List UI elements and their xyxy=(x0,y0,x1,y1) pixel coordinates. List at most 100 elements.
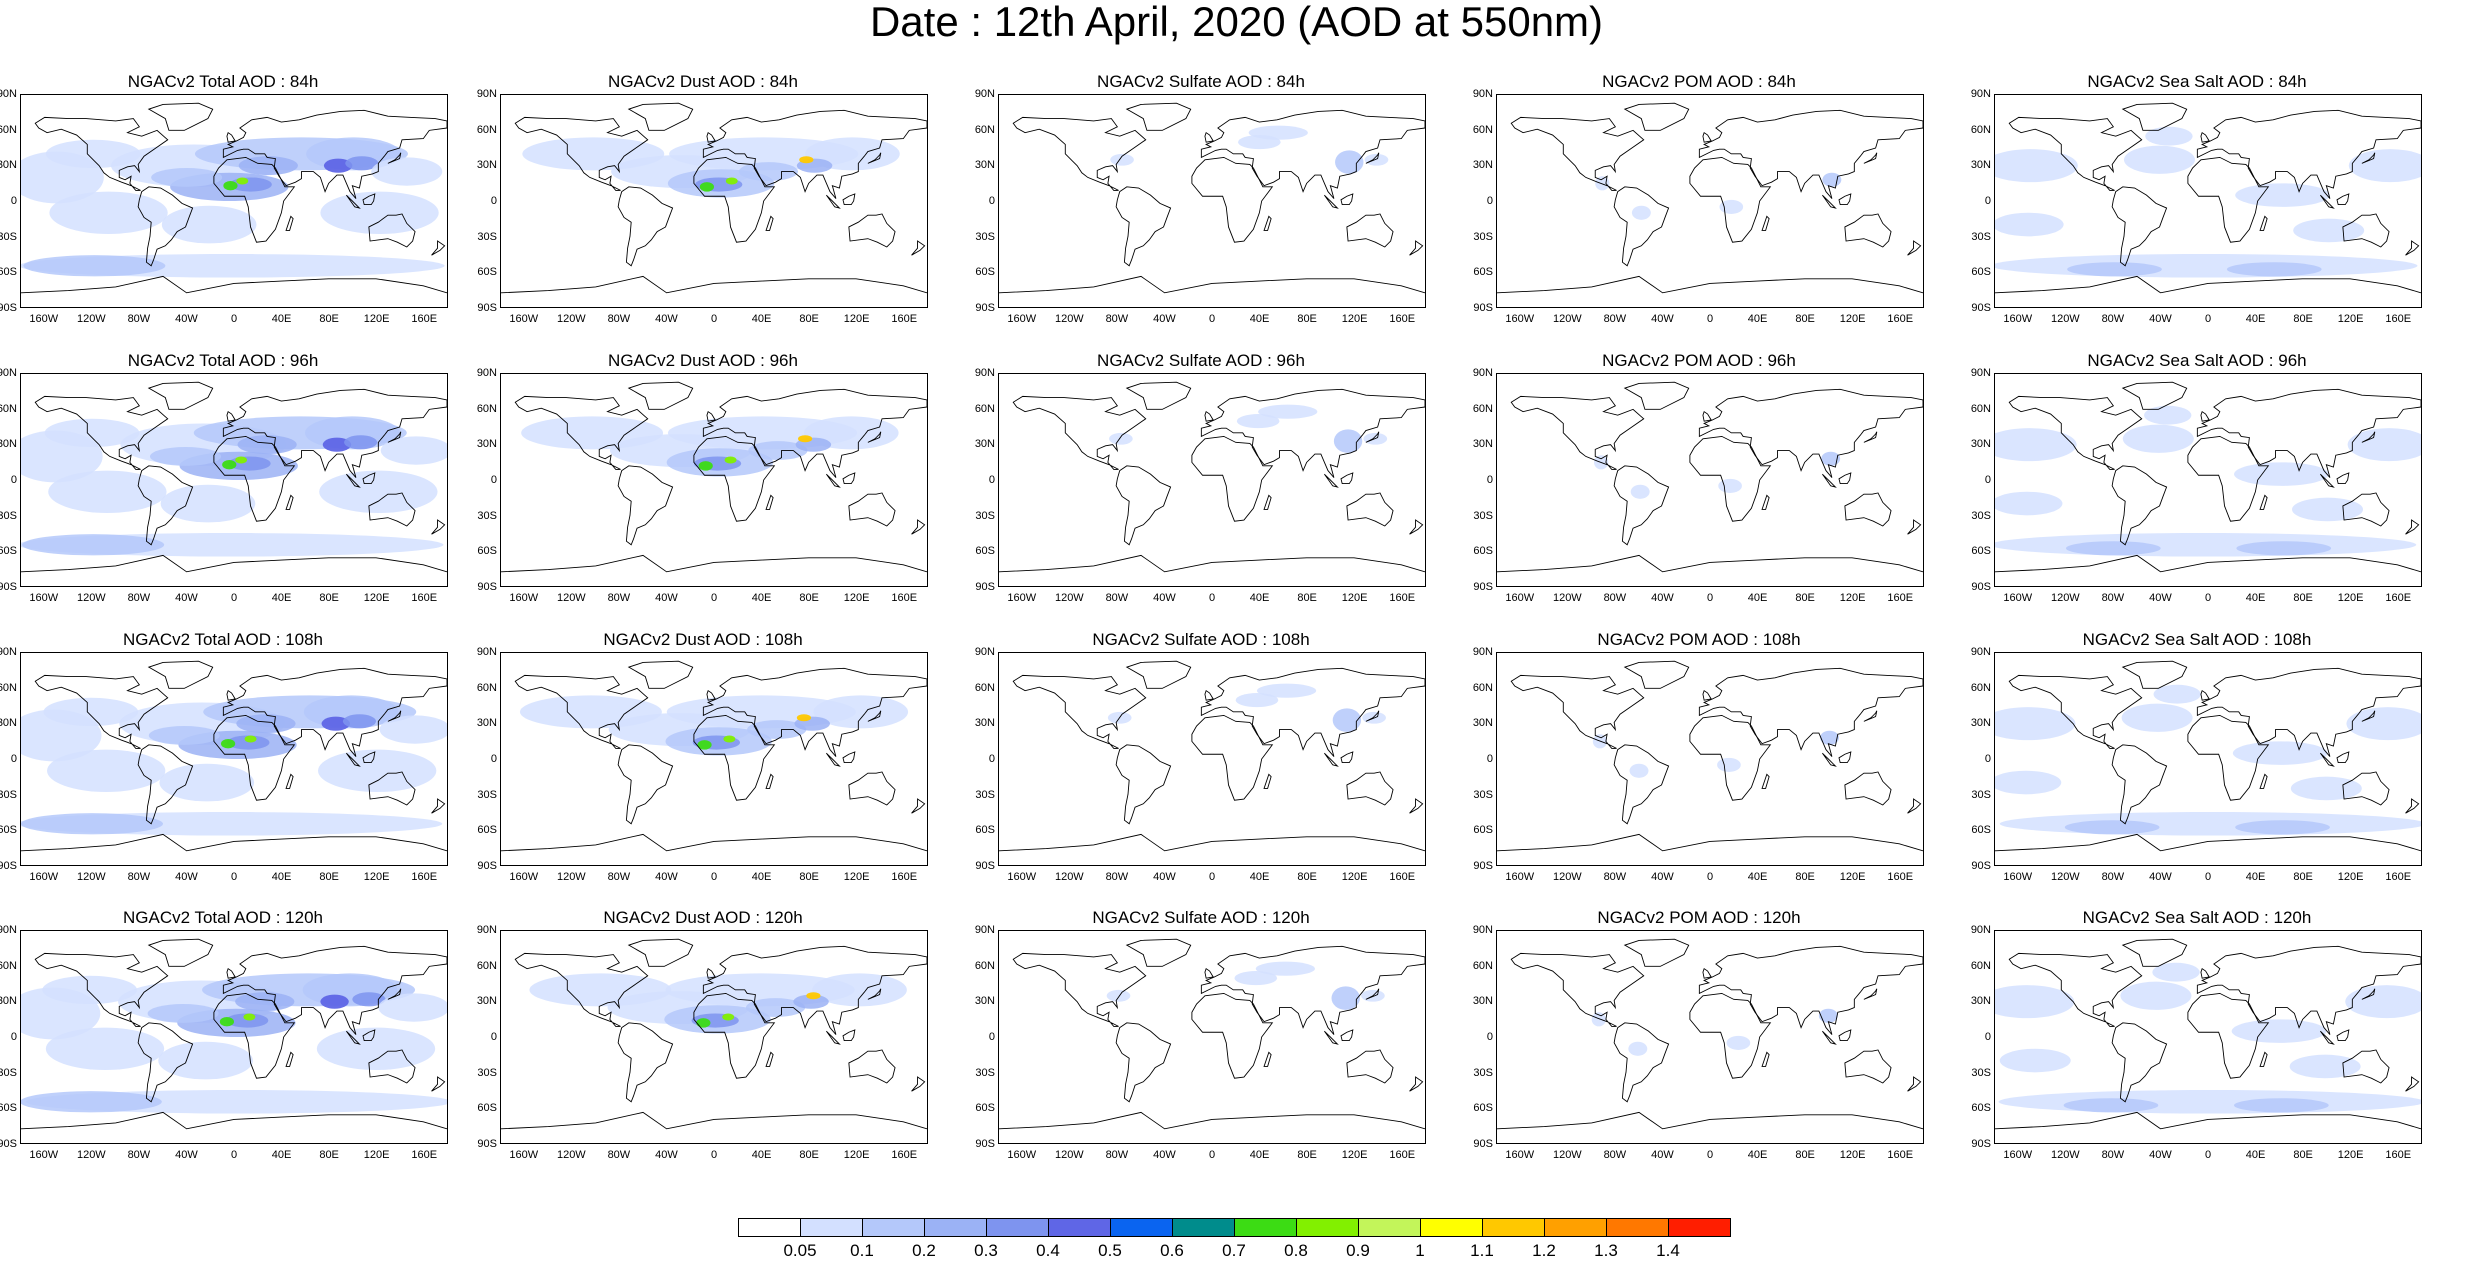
antarctic-coastline xyxy=(999,833,1425,852)
latitude-tick-label: 30N xyxy=(974,438,995,451)
longitude-tick-label: 80E xyxy=(799,592,819,604)
longitude-tick-label: 40W xyxy=(1651,1149,1674,1161)
coastline xyxy=(1844,1049,1892,1084)
aod-patch xyxy=(321,716,350,731)
coastline xyxy=(222,945,447,1035)
latitude-tick-label: 0 xyxy=(988,753,995,765)
longitude-tick-label: 120E xyxy=(2337,871,2364,883)
latitude-axis: 90N 60N 30N 0 30S 60S 90S xyxy=(1955,88,1991,314)
aod-patch xyxy=(747,720,807,739)
coastline xyxy=(706,131,716,143)
coastline xyxy=(1907,1076,1922,1092)
coastline xyxy=(2336,193,2350,206)
coastline xyxy=(627,102,694,131)
antarctic-coastline xyxy=(1995,275,2421,294)
map-frame xyxy=(1496,930,1924,1144)
longitude-tick-label: 120W xyxy=(2050,592,2080,604)
aod-patch xyxy=(2144,405,2192,425)
latitude-tick-label: 30N xyxy=(974,159,995,172)
latitude-tick-label: 90N xyxy=(0,924,17,936)
latitude-tick-label: 60S xyxy=(1473,545,1493,558)
aod-patch xyxy=(1995,428,2077,462)
latitude-tick-label: 30N xyxy=(476,159,497,172)
longitude-tick-label: 80W xyxy=(2101,592,2125,604)
longitude-tick-label: 160W xyxy=(1007,871,1037,883)
longitude-tick-label: 80W xyxy=(1603,313,1627,325)
latitude-tick-label: 30N xyxy=(1970,159,1991,172)
coastline xyxy=(2008,395,2143,470)
aod-patch xyxy=(722,1013,735,1021)
coastline xyxy=(1510,395,1645,470)
coastline xyxy=(627,660,694,689)
longitude-tick-label: 0 xyxy=(710,871,718,883)
aod-patch xyxy=(1999,1048,2071,1073)
latitude-tick-label: 30N xyxy=(1472,159,1493,172)
aod-patch xyxy=(48,470,167,513)
coastline xyxy=(2405,519,2420,535)
coastline xyxy=(346,473,361,488)
longitude-axis: 160W 120W 80W 40W 0 40E 80E 120E 160E xyxy=(1496,1148,1924,1164)
aod-patch xyxy=(696,1018,711,1028)
aod-patch xyxy=(219,1016,234,1027)
coastline xyxy=(2342,492,2390,527)
longitude-tick-label: 40W xyxy=(175,1149,198,1161)
latitude-tick-label: 30N xyxy=(1472,995,1493,1008)
aod-patch xyxy=(2347,428,2421,462)
aod-patch xyxy=(1995,491,2063,516)
longitude-tick-label: 160W xyxy=(2003,313,2033,325)
coastline xyxy=(1409,240,1424,256)
aod-field-total xyxy=(21,137,445,278)
map-panel-total: NGACv2 Total AOD : 84h90N60N30N030S60S90… xyxy=(0,72,448,330)
aod-patch xyxy=(812,973,907,1007)
longitude-tick-label: 80E xyxy=(1795,1149,1815,1161)
latitude-tick-label: 90S xyxy=(477,581,497,593)
aod-patch xyxy=(21,1091,162,1113)
coastline xyxy=(213,992,296,1079)
latitude-tick-label: 90N xyxy=(1472,88,1493,100)
coastline xyxy=(1702,967,1712,979)
aod-patch xyxy=(244,735,257,743)
longitude-tick-label: 80W xyxy=(1105,871,1129,883)
longitude-tick-label: 40W xyxy=(655,871,678,883)
aod-field-sulfate xyxy=(1106,961,1385,1010)
latitude-tick-label: 90N xyxy=(0,88,17,100)
latitude-tick-label: 30S xyxy=(477,509,497,522)
aod-patch xyxy=(1726,1035,1751,1050)
longitude-axis: 160W 120W 80W 40W 0 40E 80E 120E 160E xyxy=(998,312,1426,328)
aod-patch xyxy=(2235,183,2330,207)
latitude-tick-label: 90S xyxy=(0,581,17,593)
world-map xyxy=(999,938,1425,1130)
aod-field-total xyxy=(21,416,447,557)
coastlines xyxy=(999,660,1425,852)
coastline xyxy=(1200,388,1425,478)
latitude-tick-label: 0 xyxy=(1984,1031,1991,1043)
world-map xyxy=(501,938,927,1130)
panel-title: NGACv2 POM AOD : 108h xyxy=(1597,630,1801,649)
aod-patch xyxy=(226,735,270,750)
coastline xyxy=(1838,472,1852,485)
aod-patch xyxy=(1998,1090,2421,1114)
longitude-tick-label: 160W xyxy=(1007,1149,1037,1161)
coastline xyxy=(1510,952,1645,1027)
latitude-axis: 90N 60N 30N 0 30S 60S 90S xyxy=(461,88,497,314)
coastlines xyxy=(501,102,927,294)
longitude-tick-label: 160W xyxy=(1505,1149,1535,1161)
longitude-tick-label: 120E xyxy=(843,871,870,883)
longitude-tick-label: 160W xyxy=(1505,592,1535,604)
longitude-tick-label: 40W xyxy=(2149,871,2172,883)
aod-patch xyxy=(1999,812,2421,836)
colorbar-label: 0.5 xyxy=(1098,1241,1122,1260)
aod-patch xyxy=(2234,462,2329,486)
longitude-tick-label: 120E xyxy=(843,592,870,604)
colorbar-swatch xyxy=(1544,1218,1607,1237)
aod-patch xyxy=(1364,153,1389,166)
latitude-tick-label: 30S xyxy=(975,1066,995,1079)
map-panel-seasalt: NGACv2 Sea Salt AOD : 96h 90N 60N 30N 0 30S 60… xyxy=(1971,351,2422,609)
latitude-tick-label: 90N xyxy=(476,646,497,658)
coastline xyxy=(1822,194,1837,209)
coastline xyxy=(147,381,214,410)
coastline xyxy=(1907,519,1922,535)
coastline xyxy=(34,395,169,470)
coastline xyxy=(2320,1030,2335,1045)
aod-field-seasalt xyxy=(1995,405,2421,557)
